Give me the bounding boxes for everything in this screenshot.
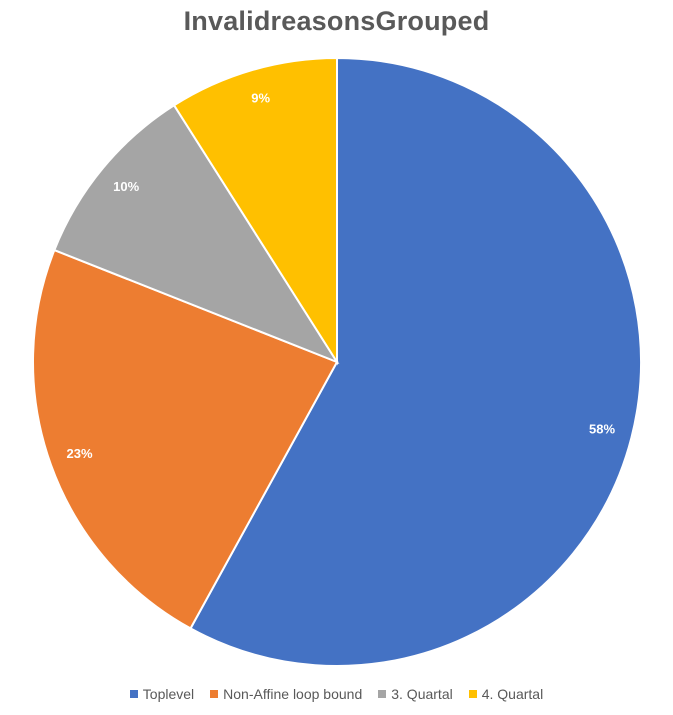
legend-swatch xyxy=(129,690,138,698)
legend-label: Toplevel xyxy=(142,686,195,702)
data-label-non-affine-loop-bound: 23% xyxy=(67,446,93,461)
chart-legend: Toplevel Non-Affine loop bound 3. Quartal 4… xyxy=(0,686,673,702)
pie-slice-3-quartal xyxy=(53,103,340,365)
data-label-toplevel: 58% xyxy=(589,421,615,436)
legend-label: 3. Quartal xyxy=(391,686,453,702)
pie-slice-4-quartal xyxy=(172,56,338,366)
legend-item-3-quartal: 3. Quartal xyxy=(378,686,453,702)
legend-label: Non-Affine loop bound xyxy=(223,686,363,702)
legend-item-non-affine-loop-bound: Non-Affine loop bound xyxy=(210,686,362,702)
legend-swatch xyxy=(468,690,477,698)
pie-slice-non-affine-loop-bound xyxy=(32,248,339,630)
legend-swatch xyxy=(210,690,219,698)
chart-title: InvalidreasonsGrouped xyxy=(183,6,490,36)
legend-label: 4. Quartal xyxy=(481,686,544,702)
pie-slice-toplevel xyxy=(189,56,642,667)
legend-item-4-quartal: 4. Quartal xyxy=(468,686,544,702)
data-label-3-quartal: 10% xyxy=(113,179,139,194)
legend-item-toplevel: Toplevel xyxy=(129,686,195,702)
legend-swatch xyxy=(378,690,387,698)
data-label-4-quartal: 9% xyxy=(251,91,270,106)
